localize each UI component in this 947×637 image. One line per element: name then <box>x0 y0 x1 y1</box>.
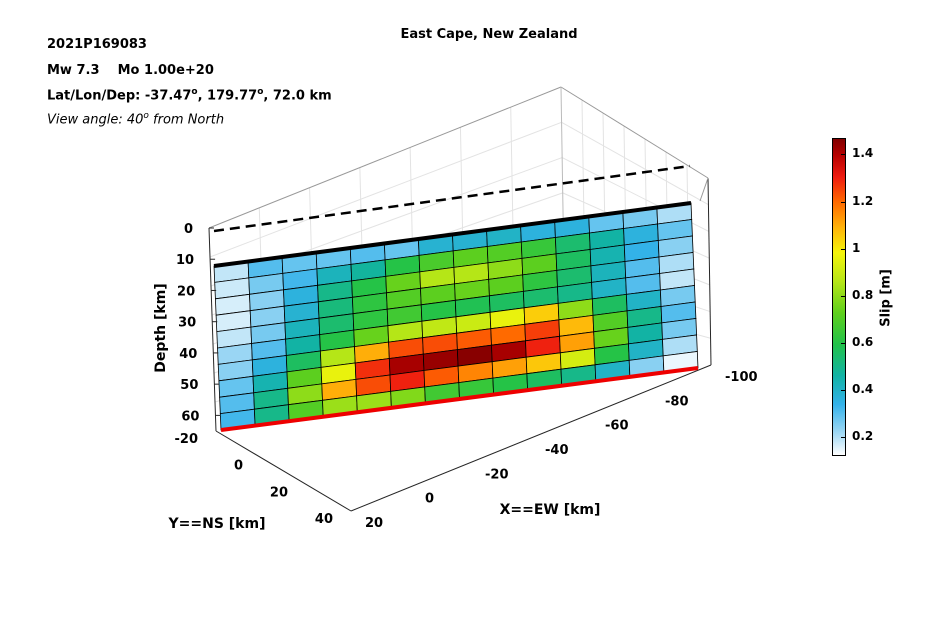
view-prefix: View angle: 40 <box>47 112 144 128</box>
x-tick-label: -40 <box>545 443 569 458</box>
x-tick-label: 0 <box>425 492 434 507</box>
colorbar-tick-label: 1 <box>852 240 861 255</box>
box-edge <box>208 86 562 229</box>
colorbar-tick <box>841 295 845 297</box>
z-axis-line <box>208 227 217 432</box>
axis-ticks: 0 10 20 30 40 50 60 -20 0 20 40 20 0 -20 -40 -60 -80 -100 <box>175 222 758 531</box>
y-axis-label: Y==NS [km] <box>168 516 266 532</box>
colorbar-tick-label: 0.4 <box>852 382 874 397</box>
grid-line <box>561 121 709 206</box>
event-id: 2021P169083 <box>47 37 147 52</box>
x-axis-line <box>350 364 712 512</box>
colorbar <box>832 138 846 456</box>
fault-top-edge <box>213 201 692 268</box>
colorbar-tick <box>841 342 845 344</box>
y-tick-label: 20 <box>270 485 288 500</box>
view-angle: View angle: 40o from North <box>47 111 224 127</box>
z-tick-label: 60 <box>181 409 199 424</box>
y-tick-label: -20 <box>175 432 199 447</box>
x-tick-label: -20 <box>485 467 509 482</box>
x-tick-label: 20 <box>365 516 383 531</box>
depth: 72.0 km <box>272 88 332 104</box>
colorbar-tick-label: 0.2 <box>852 429 874 444</box>
colorbar-label: Slip [m] <box>878 269 894 327</box>
deg-sup: o <box>143 111 149 121</box>
x-tick-label: -80 <box>665 394 689 409</box>
z-axis-label: Depth [km] <box>153 283 169 372</box>
location-line: Lat/Lon/Dep: -37.47o, 179.77o, 72.0 km <box>47 87 332 104</box>
colorbar-tick <box>841 201 845 203</box>
location-prefix: Lat/Lon/Dep: <box>47 88 145 104</box>
y-axis-line <box>215 430 352 512</box>
box-edge <box>560 86 709 179</box>
deg-sup: o <box>257 87 264 97</box>
longitude: 179.77 <box>207 88 258 104</box>
view-suffix: from North <box>148 112 225 128</box>
fault-plane <box>213 164 699 432</box>
chart-title: East Cape, New Zealand <box>400 27 577 42</box>
deg-sup: o <box>191 87 198 97</box>
moment: Mo 1.00e+20 <box>117 63 214 78</box>
colorbar-tick-label: 0.6 <box>852 334 874 349</box>
x-tick-label: -60 <box>605 419 629 434</box>
latitude: -37.47 <box>144 88 192 104</box>
z-tick-label: 0 <box>184 222 193 237</box>
colorbar-tick-label: 0.8 <box>852 287 874 302</box>
colorbar-tick <box>841 390 845 392</box>
grid-line <box>209 121 562 258</box>
colorbar-tick <box>841 437 845 439</box>
magnitude-line: Mw 7.3 Mo 1.00e+20 <box>47 63 214 78</box>
z-tick-label: 20 <box>177 284 195 299</box>
z-tick-label: 40 <box>179 347 197 362</box>
colorbar-tick <box>841 154 845 156</box>
y-tick-label: 0 <box>234 459 243 474</box>
colorbar-tick-label: 1.4 <box>852 146 874 161</box>
y-tick-label: 40 <box>315 512 333 527</box>
x-tick-label: -100 <box>725 370 758 385</box>
trench-dashed-line <box>213 164 691 233</box>
colorbar-tick <box>841 248 845 250</box>
fault-bottom-edge <box>220 366 699 432</box>
z-tick-label: 50 <box>180 378 198 393</box>
colorbar-tick-label: 1.2 <box>852 193 874 208</box>
z-tick-label: 10 <box>176 253 194 268</box>
box-edge <box>707 177 712 366</box>
z-tick-label: 30 <box>178 316 196 331</box>
magnitude: Mw 7.3 <box>47 63 100 78</box>
x-axis-label: X==EW [km] <box>500 502 601 518</box>
box-edge <box>699 177 709 202</box>
